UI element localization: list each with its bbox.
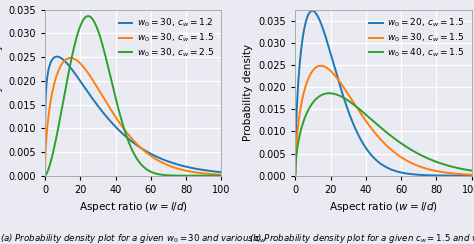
$w_0 = 30,\, c_w = 1.2$ — [215, 170, 221, 173]
$w_0 = 30,\, c_w = 1.5$ — [219, 173, 224, 176]
$w_0 = 40,\, c_w = 1.5$ — [327, 92, 332, 95]
$w_0 = 30,\, c_w = 2.5$ — [62, 90, 68, 92]
$w_0 = 30,\, c_w = 1.5$ — [318, 64, 324, 67]
Line: $w_0 = 30,\, c_w = 1.2$: $w_0 = 30,\, c_w = 1.2$ — [45, 57, 221, 172]
X-axis label: Aspect ratio ($w = l/d$): Aspect ratio ($w = l/d$) — [329, 200, 438, 214]
$w_0 = 30,\, c_w = 2.5$ — [215, 174, 221, 177]
$w_0 = 30,\, c_w = 1.2$ — [42, 150, 48, 153]
$w_0 = 40,\, c_w = 1.5$ — [323, 92, 329, 95]
$w_0 = 30,\, c_w = 2.5$ — [73, 40, 78, 42]
$w_0 = 30,\, c_w = 1.5$ — [62, 59, 68, 61]
$w_0 = 30,\, c_w = 1.5$ — [73, 58, 79, 61]
$w_0 = 30,\, c_w = 2.5$ — [85, 15, 91, 18]
$w_0 = 40,\, c_w = 1.5$ — [292, 173, 298, 176]
Line: $w_0 = 30,\, c_w = 1.5$: $w_0 = 30,\, c_w = 1.5$ — [45, 58, 221, 175]
$w_0 = 30,\, c_w = 1.5$ — [368, 126, 374, 129]
$w_0 = 30,\, c_w = 2.5$ — [110, 84, 116, 87]
Line: $w_0 = 30,\, c_w = 1.5$: $w_0 = 30,\, c_w = 1.5$ — [295, 66, 472, 175]
$w_0 = 20,\, c_w = 1.5$ — [465, 174, 471, 177]
X-axis label: Aspect ratio ($w = l/d$): Aspect ratio ($w = l/d$) — [79, 200, 188, 214]
$w_0 = 20,\, c_w = 1.5$ — [368, 153, 374, 156]
Text: (b) Probability density plot for a given $c_w = 1.5$ and various $w_0$: (b) Probability density plot for a given… — [249, 232, 474, 244]
$w_0 = 30,\, c_w = 1.5$ — [215, 173, 221, 176]
Legend: $w_0 = 20,\, c_w = 1.5$, $w_0 = 30,\, c_w = 1.5$, $w_0 = 40,\, c_w = 1.5$: $w_0 = 20,\, c_w = 1.5$, $w_0 = 30,\, c_… — [366, 14, 467, 62]
$w_0 = 30,\, c_w = 1.5$ — [313, 66, 319, 69]
$w_0 = 30,\, c_w = 1.2$ — [196, 168, 202, 171]
$w_0 = 20,\, c_w = 1.5$ — [310, 9, 315, 12]
$w_0 = 30,\, c_w = 1.2$ — [54, 55, 60, 58]
$w_0 = 30,\, c_w = 1.5$ — [68, 56, 73, 59]
Y-axis label: Probability density: Probability density — [243, 44, 253, 141]
$w_0 = 30,\, c_w = 1.2$ — [73, 73, 79, 76]
Line: $w_0 = 30,\, c_w = 2.5$: $w_0 = 30,\, c_w = 2.5$ — [45, 16, 221, 176]
$w_0 = 30,\, c_w = 2.5$ — [219, 174, 224, 177]
$w_0 = 30,\, c_w = 1.2$ — [219, 171, 224, 174]
Text: (a) Probability density plot for a given $w_0 = 30$ and various $c_w$: (a) Probability density plot for a given… — [0, 232, 266, 244]
$w_0 = 30,\, c_w = 1.5$ — [118, 122, 123, 125]
$w_0 = 20,\, c_w = 1.5$ — [469, 174, 474, 177]
$w_0 = 30,\, c_w = 1.5$ — [469, 173, 474, 176]
Legend: $w_0 = 30,\, c_w = 1.2$, $w_0 = 30,\, c_w = 1.5$, $w_0 = 30,\, c_w = 2.5$: $w_0 = 30,\, c_w = 1.2$, $w_0 = 30,\, c_… — [116, 14, 217, 62]
$w_0 = 30,\, c_w = 2.5$ — [196, 174, 202, 177]
$w_0 = 30,\, c_w = 1.5$ — [110, 111, 116, 114]
$w_0 = 30,\, c_w = 1.5$ — [292, 173, 298, 176]
$w_0 = 30,\, c_w = 1.5$ — [42, 173, 48, 176]
$w_0 = 20,\, c_w = 1.5$ — [292, 172, 298, 175]
$w_0 = 30,\, c_w = 1.2$ — [110, 122, 116, 125]
$w_0 = 40,\, c_w = 1.5$ — [469, 169, 474, 172]
$w_0 = 20,\, c_w = 1.5$ — [313, 11, 319, 14]
$w_0 = 20,\, c_w = 1.5$ — [360, 142, 366, 145]
Line: $w_0 = 40,\, c_w = 1.5$: $w_0 = 40,\, c_w = 1.5$ — [295, 93, 472, 175]
$w_0 = 30,\, c_w = 2.5$ — [118, 114, 123, 117]
$w_0 = 20,\, c_w = 1.5$ — [447, 174, 452, 177]
$w_0 = 30,\, c_w = 1.5$ — [447, 172, 452, 174]
$w_0 = 30,\, c_w = 1.2$ — [63, 60, 68, 63]
$w_0 = 30,\, c_w = 2.5$ — [42, 174, 48, 177]
$w_0 = 40,\, c_w = 1.5$ — [360, 111, 366, 114]
$w_0 = 40,\, c_w = 1.5$ — [313, 98, 319, 101]
$w_0 = 30,\, c_w = 1.2$ — [118, 130, 123, 133]
Line: $w_0 = 20,\, c_w = 1.5$: $w_0 = 20,\, c_w = 1.5$ — [295, 11, 472, 176]
$w_0 = 30,\, c_w = 1.5$ — [196, 171, 202, 174]
$w_0 = 40,\, c_w = 1.5$ — [465, 169, 471, 172]
$w_0 = 30,\, c_w = 1.5$ — [323, 66, 329, 69]
$w_0 = 30,\, c_w = 1.5$ — [465, 173, 471, 176]
Y-axis label: Probability density: Probability density — [0, 44, 3, 141]
$w_0 = 30,\, c_w = 1.5$ — [360, 115, 366, 118]
$w_0 = 40,\, c_w = 1.5$ — [368, 117, 374, 120]
$w_0 = 20,\, c_w = 1.5$ — [323, 37, 329, 40]
$w_0 = 40,\, c_w = 1.5$ — [447, 164, 452, 167]
